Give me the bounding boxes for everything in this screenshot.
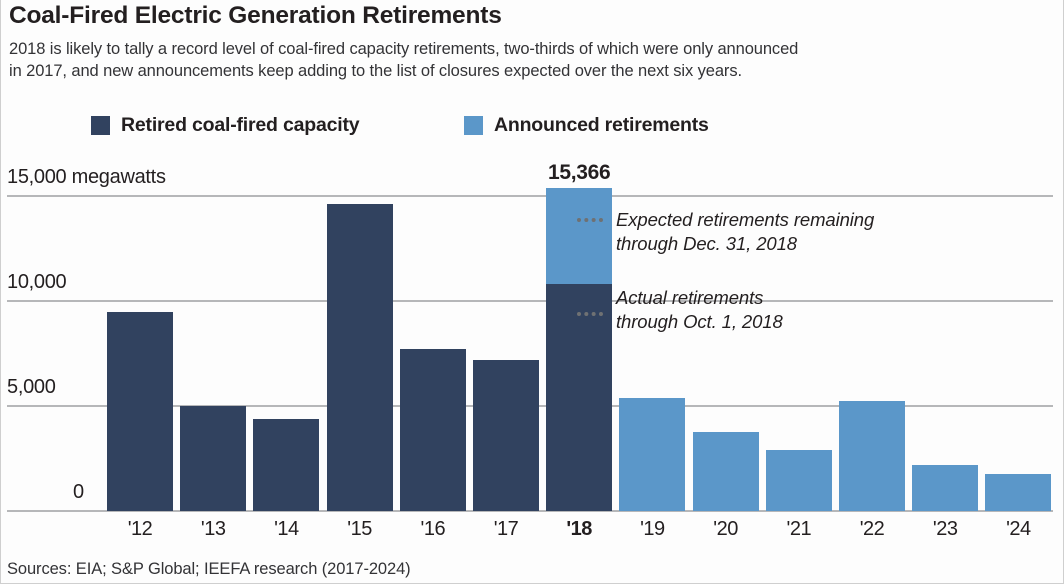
- x-axis-tick-13: '13: [200, 518, 226, 540]
- bar-announced-19[interactable]: [619, 397, 686, 511]
- legend-label: Announced retirements: [494, 113, 709, 136]
- data-label-2018: 15,366: [547, 161, 611, 184]
- subtitle-line-2: in 2017, and new announcements keep addi…: [9, 62, 742, 80]
- leader-line-actual: [577, 312, 603, 320]
- annotation-expected-retirements: Expected retirements remaining through D…: [616, 208, 874, 256]
- x-axis-tick-15: '15: [347, 518, 372, 540]
- bar-announced-24[interactable]: [985, 474, 1052, 511]
- x-axis-tick-20: '20: [713, 518, 738, 540]
- x-axis-tick-24: '24: [1006, 518, 1031, 540]
- y-axis-tick-5000: 5,000: [7, 376, 56, 398]
- bar-announced-21[interactable]: [765, 450, 832, 511]
- bar-retired-14[interactable]: [253, 418, 320, 511]
- x-axis-tick-21: '21: [786, 518, 812, 540]
- annotation-expected-line-1: Expected retirements remaining: [616, 209, 875, 230]
- x-axis-tick-17: '17: [493, 518, 519, 540]
- page-title: Coal-Fired Electric Generation Retiremen…: [9, 2, 502, 29]
- x-axis-tick-18: '18: [566, 518, 592, 540]
- leader-line-expected: [577, 218, 603, 226]
- annotation-actual-line-2: through Oct. 1, 2018: [616, 311, 783, 332]
- annotation-actual-line-1: Actual retirements: [616, 287, 764, 308]
- x-axis-tick-12: '12: [127, 518, 153, 540]
- bar-retired-18[interactable]: [546, 284, 613, 511]
- bar-retired-13[interactable]: [180, 406, 247, 511]
- bar-announced-22[interactable]: [839, 400, 905, 511]
- x-axis-tick-19: '19: [640, 518, 665, 540]
- x-axis-line: [7, 510, 1053, 512]
- subtitle-line-1: 2018 is likely to tally a record level o…: [9, 40, 799, 58]
- x-axis-tick-23: '23: [932, 518, 958, 540]
- annotation-actual-retirements: Actual retirements through Oct. 1, 2018: [616, 286, 783, 334]
- bar-retired-17[interactable]: [473, 359, 539, 511]
- x-axis-tick-16: '16: [420, 518, 446, 540]
- x-axis-tick-22: '22: [859, 518, 885, 540]
- legend-swatch-icon: [464, 115, 483, 135]
- chart-subtitle: 2018 is likely to tally a record level o…: [9, 38, 1049, 82]
- bar-retired-15[interactable]: [326, 204, 393, 511]
- legend-swatch-icon: [91, 115, 110, 135]
- bar-announced-23[interactable]: [912, 464, 979, 511]
- x-axis-tick-14: '14: [274, 518, 299, 540]
- legend-item-1[interactable]: Retired coal-fired capacity: [91, 112, 360, 138]
- bar-announced-18[interactable]: [546, 188, 613, 285]
- annotation-expected-line-2: through Dec. 31, 2018: [616, 233, 797, 254]
- source-note: Sources: EIA; S&P Global; IEEFA research…: [7, 560, 411, 578]
- y-axis-tick-0: 0: [73, 481, 84, 503]
- gridline-10000: [7, 300, 1053, 302]
- gridline-15000: [7, 195, 1053, 197]
- bar-retired-16[interactable]: [399, 349, 466, 511]
- y-axis-tick-10000: 10,000: [7, 271, 67, 293]
- bar-retired-12[interactable]: [107, 311, 173, 511]
- bar-announced-20[interactable]: [692, 432, 759, 511]
- y-axis-tick-15000: 15,000 megawatts: [7, 166, 166, 188]
- legend-item-2[interactable]: Announced retirements: [464, 112, 709, 138]
- legend-label: Retired coal-fired capacity: [121, 113, 360, 136]
